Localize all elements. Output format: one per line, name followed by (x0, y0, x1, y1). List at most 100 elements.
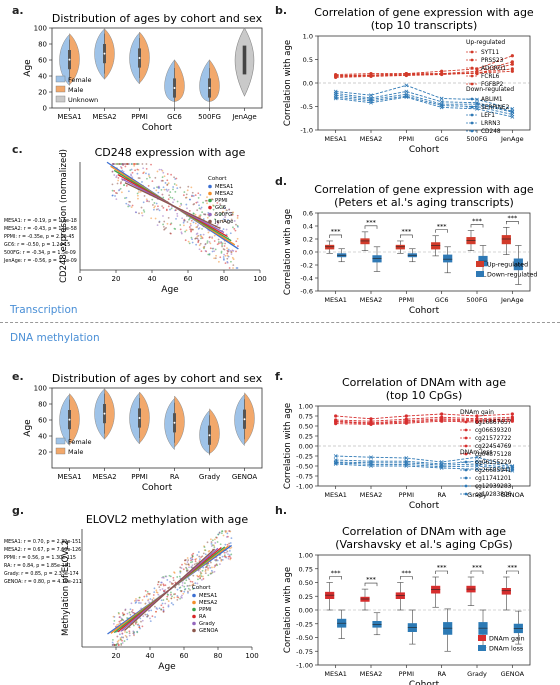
scatter-point (130, 174, 133, 177)
down-point (510, 109, 515, 114)
down-point (475, 106, 479, 111)
scatter-point (165, 208, 168, 211)
scatter-point (199, 558, 201, 560)
scatter-point (224, 254, 227, 257)
scatter-point (207, 574, 210, 577)
scatter-point (191, 560, 194, 563)
box-down (443, 254, 453, 263)
scatter-point (121, 169, 124, 172)
scatter-point (173, 183, 176, 185)
scatter-point (180, 203, 183, 206)
scatter-point (228, 555, 231, 558)
scatter-point (112, 638, 114, 641)
scatter-point (177, 596, 180, 599)
significance-bracket (364, 582, 378, 587)
scatter-point (187, 240, 190, 243)
scatter-point (198, 204, 200, 207)
scatter-point (213, 240, 216, 242)
scatter-point (120, 644, 123, 646)
scatter-point (138, 212, 140, 215)
scatter-point (162, 610, 165, 613)
scatter-point (223, 245, 226, 247)
scatter-point (224, 242, 226, 245)
chart-g-elovl2-scatter: ELOVL2 methylation with age 20 40 60 80 100 Ag… (4, 513, 259, 672)
violin-median (208, 87, 211, 89)
legend-marker (470, 97, 474, 101)
scatter-point (227, 218, 230, 221)
scatter-point (158, 586, 161, 588)
scatter-point (183, 582, 186, 584)
x-tick-label: JenAge (500, 135, 524, 143)
scatter-point (176, 588, 179, 591)
scatter-point (187, 590, 189, 593)
legend-label: cg11741201 (475, 476, 512, 482)
down-point (404, 95, 409, 99)
scatter-point (122, 619, 125, 622)
scatter-point (226, 252, 229, 255)
legend-marker (464, 460, 468, 464)
x-axis-title: Age (158, 662, 176, 672)
x-tick-label: MESA1 (324, 135, 347, 143)
scatter-point (165, 575, 168, 578)
legend-label: DNAm gain (489, 636, 525, 643)
y-axis-title: CD248 expression (normalized) (59, 149, 69, 283)
scatter-point (161, 205, 164, 207)
scatter-point (157, 191, 160, 194)
scatter-point (147, 614, 150, 617)
scatter-point (119, 187, 122, 190)
scatter-point (207, 569, 209, 571)
y-tick-label: 80 (38, 41, 47, 49)
scatter-point (123, 184, 125, 187)
scatter-point (199, 215, 202, 218)
scatter-point (129, 613, 132, 616)
down-point (404, 464, 409, 468)
violin-male (69, 392, 80, 446)
x-tick-label: MESA2 (360, 670, 383, 678)
significance-label: *** (507, 564, 518, 572)
scatter-point (129, 169, 132, 172)
legend-swatch (476, 261, 484, 267)
legend-label: ADGRG1 (481, 66, 506, 72)
chart-title: Distribution of ages by cohort and sex (52, 372, 263, 385)
down-line (335, 463, 513, 472)
legend-label: Unknown (68, 96, 98, 104)
legend-swatch (478, 645, 486, 651)
scatter-point (209, 242, 212, 245)
legend-label: PPMI (215, 198, 228, 204)
scatter-point (165, 188, 168, 191)
x-tick-label: PPMI (399, 296, 414, 304)
chart-subtitle: (Peters et al.'s aging transcripts) (334, 196, 514, 209)
scatter-point (173, 176, 175, 179)
scatter-point (131, 171, 134, 174)
legend-marker (208, 219, 212, 224)
scatter-point (167, 188, 170, 191)
x-tick-label: 500FG (466, 296, 487, 304)
chart-e-age-violin: Distribution of ages by cohort and sex 20… (23, 372, 263, 493)
scatter-point (175, 217, 177, 220)
scatter-point (185, 569, 188, 572)
y-tick-label: 20 (38, 89, 47, 97)
scatter-point (159, 588, 162, 591)
legend-label: cg26685941 (475, 468, 512, 474)
up-point (404, 73, 408, 78)
scatter-point (118, 163, 120, 165)
legend-marker (464, 428, 468, 432)
scatter-point (161, 602, 164, 605)
scatter-point (138, 602, 140, 604)
scatter-point (179, 566, 182, 569)
section-label-dna-methylation: DNA methylation (10, 332, 100, 344)
scatter-point (118, 620, 121, 623)
scatter-point (145, 172, 147, 175)
legend-marker (192, 593, 196, 598)
significance-bracket (400, 576, 413, 580)
x-tick-label: MESA1 (324, 491, 347, 499)
scatter-point (113, 644, 116, 646)
scatter-point (143, 595, 146, 598)
legend-label: LEF1 (481, 113, 495, 119)
scatter-point (213, 218, 216, 221)
legend-label: FGFBP2 (481, 82, 504, 88)
scatter-point (191, 241, 194, 244)
scatter-point (150, 609, 153, 612)
scatter-point (112, 622, 115, 625)
y-tick-label: 1.0 (303, 33, 313, 41)
